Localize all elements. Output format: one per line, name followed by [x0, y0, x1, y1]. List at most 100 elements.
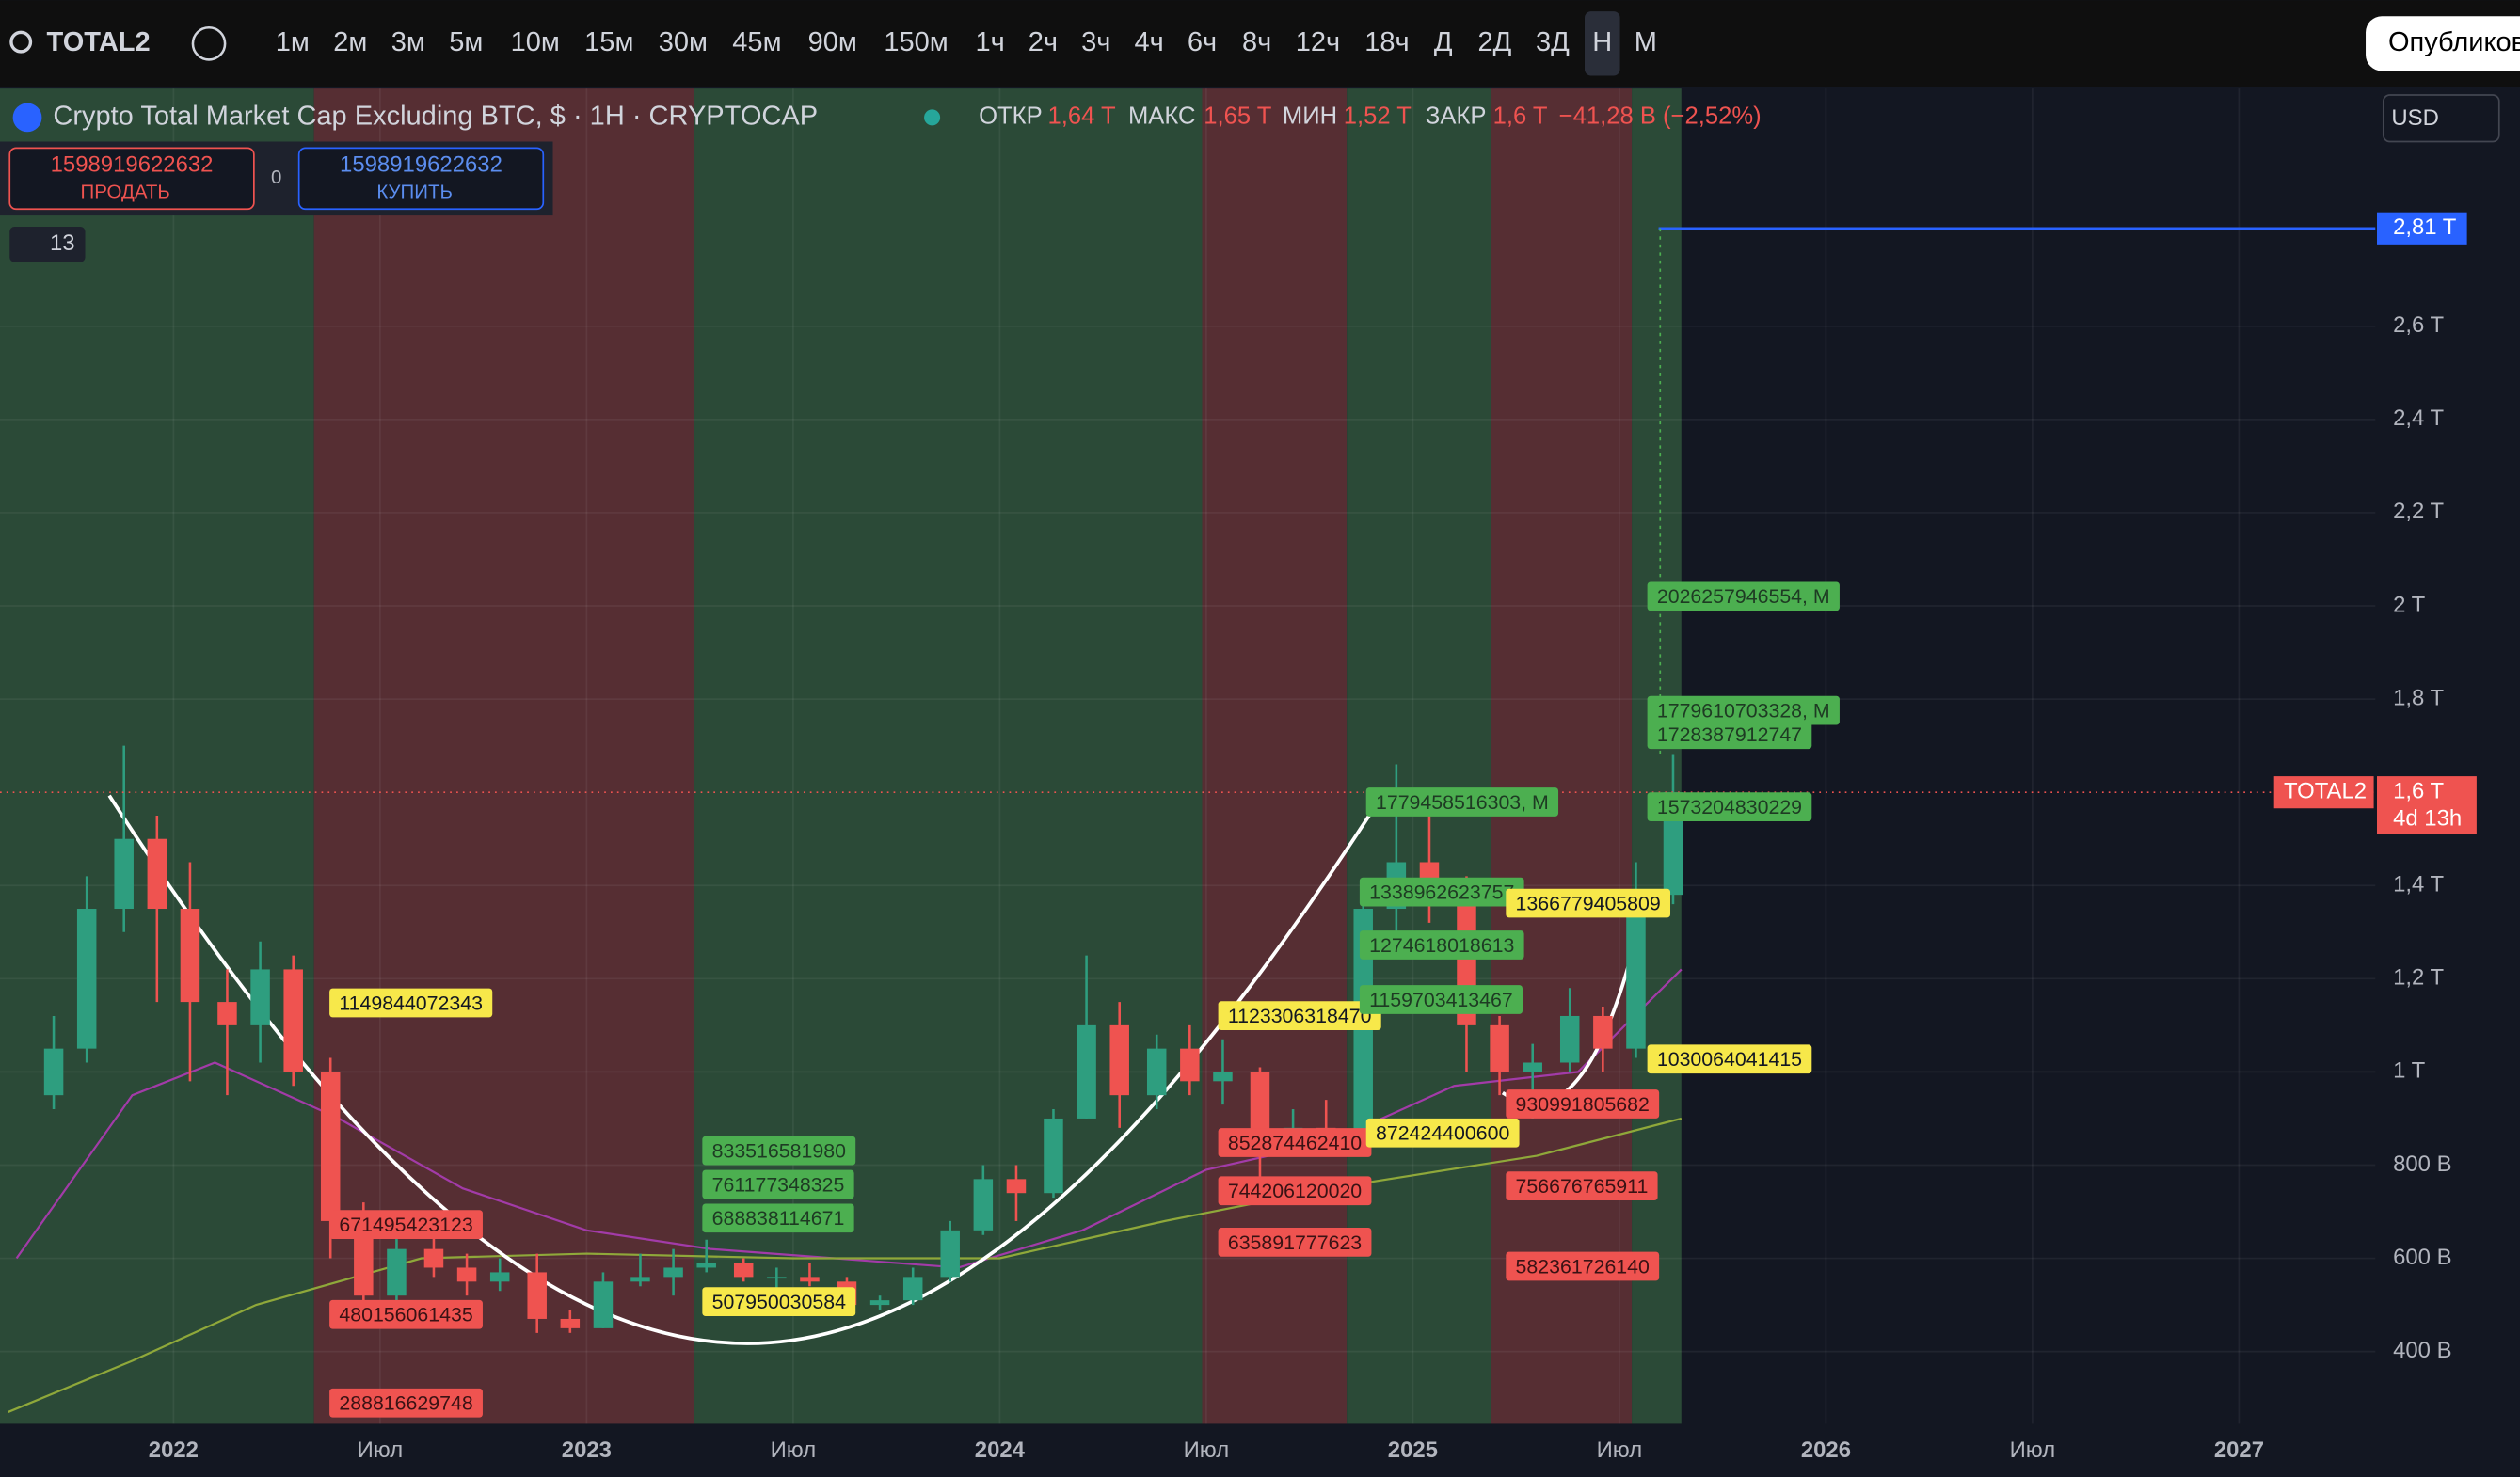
- interval[interactable]: 150м: [884, 27, 948, 57]
- annotation-label: 744206120020: [1228, 1180, 1362, 1202]
- buy-price[interactable]: 1598919622632: [340, 151, 502, 177]
- sell-label[interactable]: ПРОДАТЬ: [81, 182, 170, 203]
- x-tick-label: 2022: [149, 1437, 199, 1463]
- annotation-label: 480156061435: [339, 1304, 472, 1326]
- indicators-toggle[interactable]: [9, 227, 86, 262]
- candle-body: [800, 1277, 820, 1282]
- x-tick-label: Июл: [1597, 1437, 1643, 1463]
- buy-label[interactable]: КУПИТЬ: [376, 182, 453, 203]
- add-symbol[interactable]: [191, 25, 227, 61]
- high-value: 1,65 T: [1204, 103, 1271, 130]
- annotation-label: 2026257946554, M: [1657, 585, 1830, 608]
- legend-title: Crypto Total Market Cap Excluding BTC, $…: [53, 102, 818, 132]
- candle-body: [940, 1230, 960, 1278]
- x-tick-label: Июл: [2010, 1437, 2056, 1463]
- annotation-label: 1338962623757: [1369, 881, 1514, 903]
- interval[interactable]: 15м: [584, 27, 633, 57]
- annotation-label: 507950030584: [712, 1291, 846, 1313]
- y-tick-label: 800 B: [2393, 1151, 2451, 1177]
- close-value: 1,6 T: [1493, 103, 1548, 130]
- interval[interactable]: 1м: [276, 27, 310, 57]
- signal-region: [313, 88, 694, 1424]
- target-label: 2,81 T: [2393, 214, 2457, 240]
- interval[interactable]: 2Д: [1477, 27, 1511, 57]
- indicators-count[interactable]: 13: [50, 230, 75, 256]
- candle-body: [560, 1318, 581, 1328]
- interval[interactable]: 12ч: [1296, 27, 1340, 57]
- annotation-box: [1359, 985, 1523, 1014]
- annotation-label: 1779458516303, M: [1376, 791, 1549, 814]
- low-label: МИН: [1283, 103, 1337, 130]
- annotation-box: [1647, 695, 1840, 725]
- y-tick-label: 600 B: [2393, 1245, 2451, 1270]
- annotation-label: 1573204830229: [1657, 796, 1802, 818]
- interval[interactable]: 3Д: [1536, 27, 1570, 57]
- interval[interactable]: Н: [1592, 27, 1612, 57]
- candle-body: [217, 1002, 237, 1025]
- x-tick-label: Июл: [358, 1437, 404, 1463]
- sell-price[interactable]: 1598919622632: [51, 151, 214, 177]
- symbol-tag: [2273, 776, 2374, 809]
- candle-body: [180, 909, 200, 1003]
- y-tick-label: 2,6 T: [2393, 312, 2444, 338]
- interval[interactable]: 6ч: [1188, 27, 1217, 57]
- buy-button[interactable]: [297, 147, 545, 211]
- annotation-label: 833516581980: [712, 1139, 846, 1162]
- annotation-box: [1218, 1228, 1372, 1257]
- interval[interactable]: 30м: [659, 27, 708, 57]
- annotation-box: [1647, 792, 1812, 821]
- high-label: МАКС: [1128, 103, 1196, 130]
- annotation-box: [1365, 787, 1559, 817]
- annotation-box: [329, 988, 493, 1018]
- publish-button[interactable]: [2366, 16, 2520, 71]
- candle-body: [43, 1048, 64, 1096]
- candle-body: [76, 909, 97, 1049]
- candle-body: [1109, 1024, 1129, 1096]
- interval[interactable]: 45м: [732, 27, 781, 57]
- annotation-box: [1506, 1251, 1660, 1281]
- interval-active[interactable]: [1584, 11, 1620, 76]
- interval[interactable]: 10м: [511, 27, 560, 57]
- annotation-label: 582361726140: [1516, 1255, 1650, 1278]
- interval[interactable]: 18ч: [1364, 27, 1409, 57]
- annotation-box: [1218, 1176, 1372, 1206]
- interval[interactable]: 3ч: [1081, 27, 1110, 57]
- annotation-label: 1159703413467: [1369, 989, 1513, 1011]
- interval[interactable]: 2ч: [1029, 27, 1058, 57]
- interval[interactable]: 4ч: [1135, 27, 1164, 57]
- x-tick-label: Июл: [1184, 1437, 1230, 1463]
- publish-label[interactable]: Опубликов: [2388, 27, 2520, 57]
- signal-region: [1491, 88, 1633, 1424]
- y-tick-label: 1,4 T: [2393, 872, 2444, 897]
- candle-body: [1077, 1024, 1096, 1119]
- annotation-label: 1030064041415: [1657, 1048, 1802, 1071]
- price-tag-label: 1,6 T: [2393, 778, 2444, 803]
- y-tick-label: 400 B: [2393, 1338, 2451, 1363]
- low-value: 1,52 T: [1344, 103, 1412, 130]
- candle-body: [869, 1300, 890, 1306]
- candle-body: [973, 1179, 994, 1231]
- interval[interactable]: Д: [1434, 27, 1453, 57]
- search-icon[interactable]: [9, 30, 33, 54]
- candle-body: [593, 1281, 614, 1328]
- interval[interactable]: 2м: [333, 27, 367, 57]
- interval[interactable]: М: [1635, 27, 1657, 57]
- candle-body: [387, 1248, 407, 1296]
- currency-select[interactable]: [2382, 94, 2500, 143]
- y-tick-label: 2,4 T: [2393, 405, 2444, 431]
- interval[interactable]: 1ч: [975, 27, 1004, 57]
- candle-body: [423, 1248, 444, 1268]
- interval[interactable]: 90м: [808, 27, 857, 57]
- interval[interactable]: 5м: [449, 27, 483, 57]
- annotation-box: [1647, 720, 1812, 750]
- currency[interactable]: USD: [2391, 105, 2438, 131]
- interval[interactable]: 3м: [391, 27, 425, 57]
- candle-body: [1250, 1072, 1270, 1142]
- interval[interactable]: 8ч: [1242, 27, 1271, 57]
- cup-drawing: [107, 794, 1384, 1345]
- annotation-box: [1506, 888, 1671, 918]
- candle-body: [733, 1263, 754, 1278]
- change-value: −41,28 B (−2,52%): [1559, 103, 1762, 130]
- symbol[interactable]: TOTAL2: [47, 27, 151, 57]
- sell-button[interactable]: [8, 147, 255, 211]
